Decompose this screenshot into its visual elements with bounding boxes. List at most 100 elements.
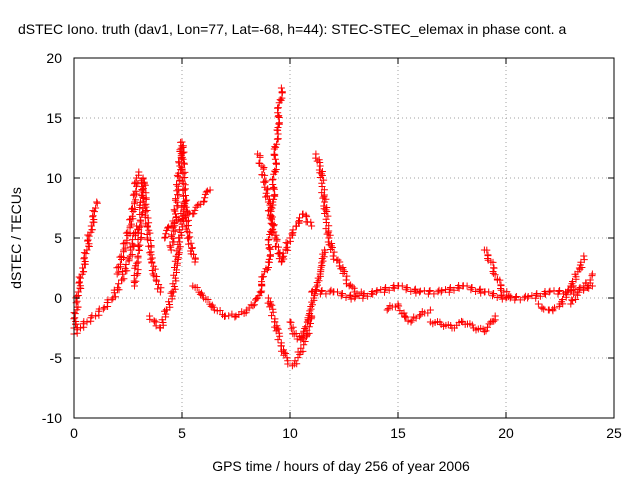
data-point-trace: [268, 229, 276, 237]
data-point-trace: [298, 334, 306, 341]
data-point-trace: [148, 259, 156, 267]
data-point-trace: [150, 262, 158, 270]
data-point-trace: [402, 313, 410, 321]
data-point-trace: [446, 284, 454, 291]
data-point-trace: [305, 311, 313, 319]
data-point-trace: [146, 229, 154, 237]
data-point-trace: [538, 304, 546, 312]
data-point-trace: [164, 224, 171, 232]
data-point-trace: [307, 218, 315, 226]
data-point-trace: [570, 290, 578, 298]
data-point-trace: [487, 318, 495, 326]
data-point-trace: [542, 290, 549, 298]
data-point-trace: [445, 288, 453, 296]
data-point-trace: [119, 240, 127, 248]
data-point-trace: [128, 220, 135, 228]
data-point-trace: [347, 295, 355, 303]
data-point-trace: [536, 292, 544, 300]
data-point-trace: [283, 243, 291, 251]
data-point-trace: [85, 232, 93, 240]
data-point-trace: [173, 198, 181, 206]
data-point-trace: [136, 223, 144, 231]
data-point-trace: [322, 290, 330, 298]
data-point-trace: [178, 163, 186, 171]
data-point-trace: [191, 206, 199, 214]
data-point: [316, 162, 324, 170]
data-point: [172, 210, 179, 218]
data-point-trace: [124, 228, 132, 236]
data-point-trace: [295, 218, 302, 226]
data-point-trace: [342, 294, 350, 301]
data-point-trace: [300, 341, 308, 349]
data-point-trace: [417, 311, 425, 319]
data-point-trace: [91, 208, 98, 216]
data-point-trace: [319, 194, 327, 202]
data-point: [87, 222, 95, 230]
data-point-trace: [528, 292, 536, 300]
data-point-trace: [555, 287, 563, 295]
data-point: [191, 258, 199, 266]
data-point: [491, 312, 499, 320]
data-point-trace: [134, 252, 142, 260]
data-point-trace: [177, 155, 185, 163]
data-point-trace: [249, 302, 257, 310]
data-point-trace: [149, 270, 157, 278]
y-tick-label: -10: [42, 410, 62, 426]
y-axis-label: dSTEC / TECUs: [8, 187, 24, 289]
data-point-trace: [139, 188, 147, 196]
data-point-trace: [279, 253, 286, 261]
data-point: [534, 300, 542, 308]
data-point-trace: [384, 305, 392, 313]
data-point-trace: [168, 231, 176, 239]
data-point-trace: [398, 282, 406, 290]
data-point-trace: [477, 289, 485, 297]
data-point-trace: [263, 186, 271, 194]
data-point-trace: [311, 292, 319, 300]
data-point-trace: [296, 214, 303, 222]
axis-ticks: 0 5 10 15 20 25 -10 -5 0 5 10 15 20: [42, 50, 622, 441]
data-point-trace: [114, 284, 122, 292]
data-point-trace: [216, 307, 224, 314]
data-point-trace: [524, 293, 532, 300]
data-point-trace: [458, 317, 465, 325]
data-point: [100, 304, 108, 312]
data-point-trace: [128, 251, 136, 258]
data-point-trace: [551, 304, 558, 312]
data-point-trace: [585, 284, 593, 292]
data-point-trace: [148, 267, 156, 274]
data-point-trace: [143, 207, 151, 214]
data-point-trace: [265, 244, 273, 252]
data-point-trace: [174, 202, 182, 210]
data-point-trace: [137, 198, 144, 206]
data-point-trace: [259, 165, 267, 173]
data-point-trace: [267, 207, 275, 215]
data-point-trace: [190, 210, 198, 218]
data-point-trace: [173, 187, 181, 195]
data-point-trace: [275, 243, 282, 251]
data-point-trace: [200, 197, 208, 205]
data-point-trace: [269, 308, 277, 316]
x-tick-label: 5: [178, 425, 186, 441]
data-point-trace: [139, 175, 147, 183]
data-point-trace: [307, 303, 315, 310]
data-point-trace: [490, 290, 498, 297]
data-point-trace: [201, 194, 209, 202]
data-point-trace: [320, 176, 328, 184]
data-point-trace: [265, 255, 273, 263]
data-point-trace: [177, 138, 185, 146]
data-point-trace: [412, 289, 420, 297]
data-point-trace: [322, 206, 330, 214]
data-point-trace: [347, 281, 355, 289]
data-point-trace: [111, 293, 119, 301]
data-point-trace: [270, 221, 278, 229]
data-point-trace: [99, 305, 107, 313]
data-point-trace: [151, 265, 159, 273]
data-point: [93, 198, 101, 206]
data-point: [588, 270, 596, 278]
data-point-trace: [84, 237, 91, 245]
data-point-trace: [121, 265, 129, 273]
data-point-trace: [278, 88, 286, 96]
data-point-trace: [259, 273, 267, 281]
data-point-trace: [274, 124, 282, 131]
